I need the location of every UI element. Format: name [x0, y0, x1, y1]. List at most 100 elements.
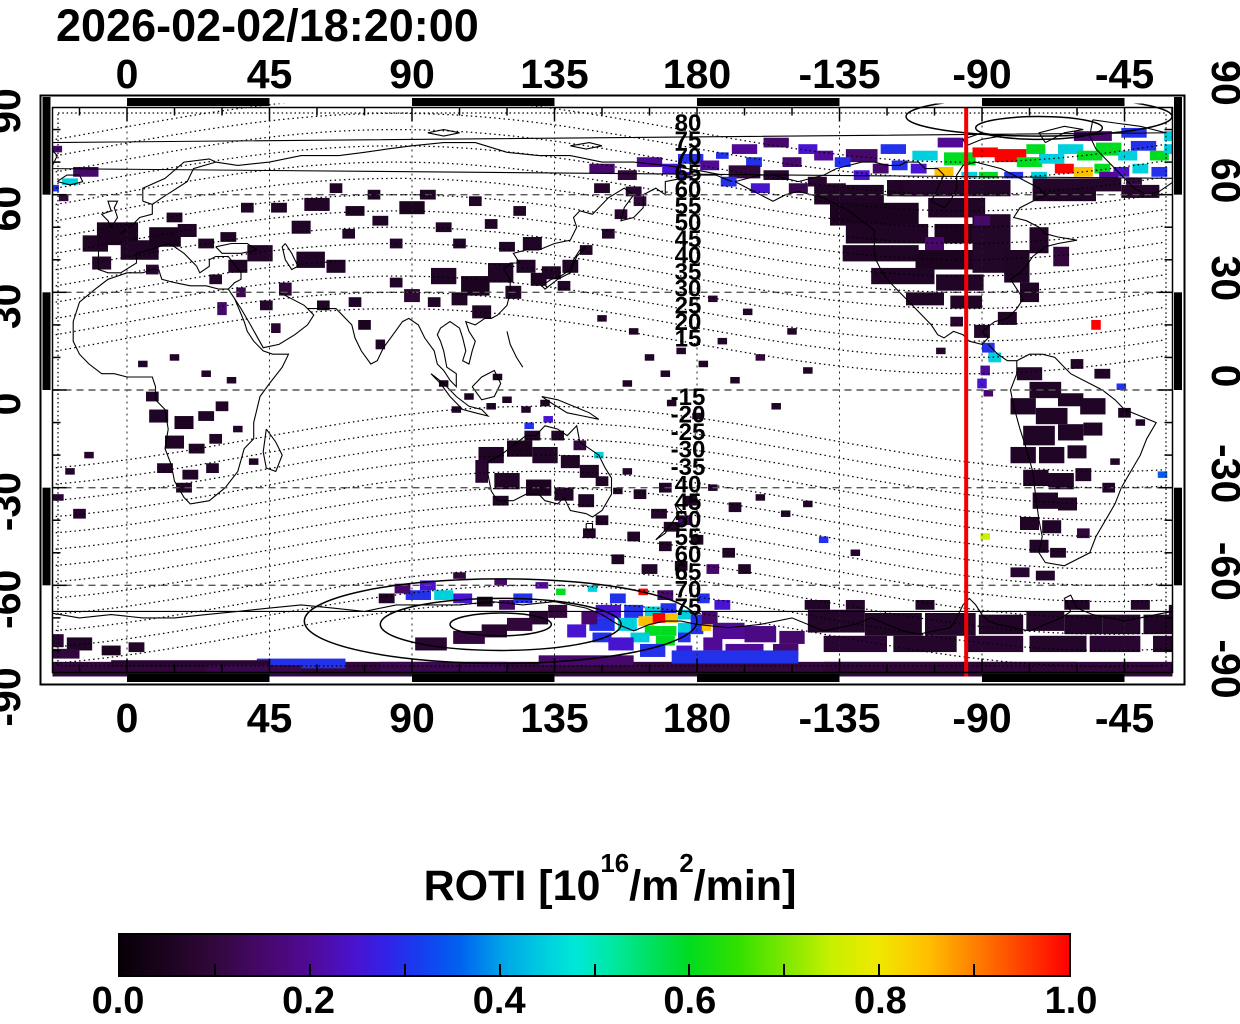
- magnetic-contour-label: 55: [675, 524, 702, 551]
- roti-cell: [928, 197, 986, 218]
- border-block: [42, 292, 51, 390]
- bottom-lon-label: 180: [663, 695, 731, 741]
- roti-cell: [589, 163, 615, 174]
- roti-cell: [814, 150, 834, 161]
- roti-cell: [1020, 516, 1040, 530]
- roti-cell: [578, 494, 595, 508]
- roti-cell: [625, 186, 642, 197]
- magnetic-contour-label: 20: [675, 309, 702, 336]
- roti-cell: [1083, 422, 1103, 436]
- roti-cell: [488, 263, 514, 283]
- colorbar-tick-label: 0.2: [282, 980, 335, 1022]
- roti-cell: [611, 554, 625, 565]
- roti-cell: [248, 458, 259, 465]
- roti-cell: [936, 274, 984, 291]
- polar-contour: [303, 578, 698, 665]
- roti-cell: [1135, 419, 1146, 426]
- roti-cell: [1042, 520, 1062, 534]
- roti-cell: [1058, 424, 1084, 441]
- roti-cell: [1029, 227, 1049, 254]
- coastline: [987, 344, 1017, 362]
- roti-cell: [65, 468, 75, 475]
- border-block: [1174, 96, 1182, 195]
- roti-cell: [581, 611, 598, 625]
- roti-cell: [652, 613, 666, 623]
- roti-cell: [138, 360, 148, 368]
- roti-cell: [1091, 320, 1101, 330]
- magnetic-contour-label: 15: [675, 325, 702, 352]
- roti-cell: [750, 183, 770, 194]
- roti-cell: [427, 297, 441, 307]
- roti-cell: [678, 632, 691, 643]
- roti-cell: [1113, 166, 1130, 177]
- roti-cell: [1094, 368, 1111, 379]
- colorbar-tick-label: 1.0: [1044, 980, 1098, 1022]
- outer-frame: [39, 94, 1186, 686]
- coastline: [1038, 125, 1084, 144]
- roti-cell: [823, 661, 1078, 672]
- roti-cell: [925, 236, 945, 251]
- roti-cell: [678, 622, 691, 633]
- roti-cell: [1010, 567, 1030, 578]
- magnetic-contour-label: -20: [671, 402, 706, 429]
- bottom-lon-label: -45: [1095, 695, 1154, 741]
- magnetic-contour-label: 45: [675, 489, 702, 516]
- roti-cell: [554, 487, 574, 501]
- roti-cell: [644, 354, 655, 361]
- roti-cell: [714, 599, 731, 610]
- magnetic-contour-label: 50: [675, 210, 702, 237]
- roti-cell: [1164, 144, 1173, 154]
- coastline: [585, 522, 594, 531]
- roti-cell: [372, 215, 389, 226]
- roti-cell: [529, 611, 549, 625]
- roti-cell: [1077, 528, 1090, 539]
- roti-cell: [936, 347, 946, 355]
- roti-cell: [834, 157, 851, 167]
- roti-cell: [674, 560, 688, 571]
- roti-cell: [236, 287, 246, 298]
- coastline: [655, 523, 673, 541]
- coastline: [430, 373, 490, 418]
- axis-labels: 0 0 45 45 90 90 135 135 180 180 -135 -135 -90 -90 -45 -…: [0, 51, 1240, 741]
- border-block: [412, 98, 555, 106]
- colorbar-title-suffix: /min]: [693, 862, 797, 910]
- roti-cell: [198, 411, 215, 421]
- magnetic-contour: [52, 128, 1166, 196]
- magnetic-contour-label: 65: [675, 160, 702, 187]
- roti-cell: [1089, 635, 1141, 653]
- coastline: [100, 200, 119, 228]
- roti-cell: [850, 549, 861, 557]
- roti-cell: [73, 508, 86, 519]
- roti-cell: [872, 163, 889, 174]
- roti-cell: [513, 206, 527, 216]
- coastline: [506, 331, 524, 368]
- roti-cell: [541, 266, 561, 280]
- magnetic-contours: [52, 103, 1173, 668]
- roti-cell: [522, 236, 542, 251]
- roti-cell: [84, 451, 94, 459]
- roti-cell: [502, 396, 512, 404]
- roti-cell: [893, 635, 957, 653]
- left-lat-label: -60: [0, 570, 29, 629]
- polar-contour: [379, 597, 622, 652]
- roti-cell: [209, 433, 223, 444]
- coastline: [734, 161, 1078, 346]
- roti-cell: [657, 590, 674, 600]
- left-lat-label: 0: [0, 393, 29, 416]
- roti-cell: [494, 578, 508, 586]
- top-lon-label: -45: [1095, 51, 1154, 97]
- roti-cell: [1077, 150, 1103, 161]
- roti-cell: [782, 157, 802, 167]
- roti-cell: [587, 585, 598, 592]
- roti-cell: [807, 176, 827, 187]
- colorbar-tick: [308, 964, 311, 975]
- coastline: [120, 204, 153, 235]
- roti-cell: [169, 354, 180, 361]
- roti-cell: [560, 455, 580, 469]
- roti-cell: [1157, 471, 1168, 478]
- roti-cell: [1058, 144, 1084, 154]
- roti-cell: [1039, 446, 1065, 464]
- roti-cell: [247, 245, 273, 262]
- roti-cell: [730, 376, 740, 384]
- roti-cell: [977, 378, 987, 389]
